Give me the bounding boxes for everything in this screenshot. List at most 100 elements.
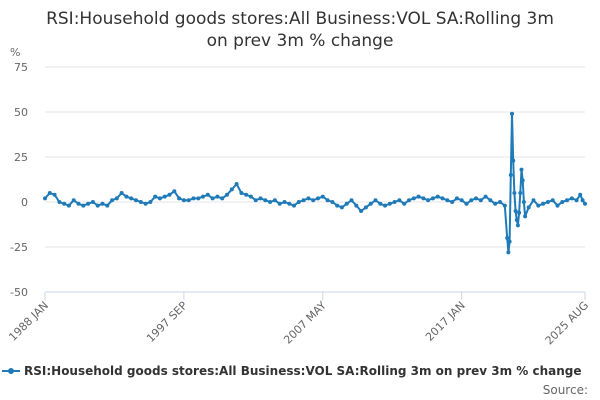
data-point[interactable] <box>167 192 172 197</box>
data-point[interactable] <box>335 203 340 208</box>
data-point[interactable] <box>90 200 95 204</box>
data-point[interactable] <box>387 201 392 206</box>
data-point[interactable] <box>430 196 435 201</box>
data-point[interactable] <box>248 194 253 199</box>
data-point[interactable] <box>536 203 541 208</box>
data-point[interactable] <box>505 236 510 240</box>
data-point[interactable] <box>71 198 76 203</box>
data-point[interactable] <box>277 201 282 206</box>
data-point[interactable] <box>320 194 325 199</box>
data-point[interactable] <box>344 201 349 206</box>
data-point[interactable] <box>86 201 91 206</box>
data-point[interactable] <box>515 223 520 228</box>
data-point[interactable] <box>181 198 186 203</box>
data-point[interactable] <box>205 192 210 197</box>
data-point[interactable] <box>363 205 368 210</box>
data-point[interactable] <box>339 205 344 210</box>
data-point[interactable] <box>296 200 301 204</box>
data-point[interactable] <box>545 200 550 204</box>
data-point[interactable] <box>268 200 273 204</box>
data-point[interactable] <box>220 196 225 201</box>
data-point[interactable] <box>66 203 71 208</box>
data-point[interactable] <box>301 198 306 203</box>
data-point[interactable] <box>445 198 450 203</box>
data-point[interactable] <box>502 203 507 208</box>
data-point[interactable] <box>330 200 335 204</box>
data-point[interactable] <box>272 198 277 203</box>
data-point[interactable] <box>520 178 525 183</box>
data-point[interactable] <box>578 192 583 197</box>
data-point[interactable] <box>287 201 292 206</box>
data-point[interactable] <box>526 205 531 210</box>
data-point[interactable] <box>580 198 585 203</box>
data-point[interactable] <box>95 203 100 208</box>
data-point[interactable] <box>157 196 162 201</box>
data-point[interactable] <box>464 201 469 206</box>
data-point[interactable] <box>517 210 522 215</box>
data-point[interactable] <box>514 218 519 222</box>
data-point[interactable] <box>124 194 129 199</box>
data-point[interactable] <box>583 201 587 206</box>
data-point[interactable] <box>225 192 229 197</box>
data-point[interactable] <box>349 198 354 203</box>
data-point[interactable] <box>81 203 86 208</box>
data-point[interactable] <box>253 198 258 203</box>
data-point[interactable] <box>565 198 569 203</box>
data-point[interactable] <box>316 196 320 201</box>
data-point[interactable] <box>493 201 498 206</box>
data-point[interactable] <box>450 200 455 204</box>
data-point[interactable] <box>560 200 565 204</box>
data-point[interactable] <box>407 198 411 203</box>
data-point[interactable] <box>421 196 426 201</box>
data-point[interactable] <box>129 196 134 201</box>
data-point[interactable] <box>510 111 514 116</box>
data-point[interactable] <box>359 209 364 213</box>
data-point[interactable] <box>100 201 105 206</box>
data-point[interactable] <box>234 182 239 186</box>
data-point[interactable] <box>229 187 234 192</box>
data-point[interactable] <box>263 198 268 203</box>
data-point[interactable] <box>354 203 359 208</box>
data-point[interactable] <box>76 201 81 206</box>
data-point[interactable] <box>411 196 416 201</box>
data-point[interactable] <box>550 198 555 203</box>
data-point[interactable] <box>373 198 378 203</box>
data-point[interactable] <box>506 250 511 255</box>
data-point[interactable] <box>541 201 546 206</box>
data-point[interactable] <box>47 191 52 195</box>
data-point[interactable] <box>282 200 287 204</box>
data-point[interactable] <box>258 196 263 201</box>
data-point[interactable] <box>210 196 215 201</box>
data-point[interactable] <box>57 200 62 204</box>
data-point[interactable] <box>426 198 431 203</box>
data-point[interactable] <box>153 194 158 199</box>
legend-label[interactable]: RSI:Household goods stores:All Business:… <box>24 364 582 378</box>
data-point[interactable] <box>521 200 526 204</box>
data-point[interactable] <box>397 198 402 203</box>
legend[interactable]: RSI:Household goods stores:All Business:… <box>2 364 582 378</box>
data-point[interactable] <box>531 198 536 203</box>
data-point[interactable] <box>478 198 483 203</box>
data-point[interactable] <box>62 201 67 206</box>
data-point[interactable] <box>292 203 296 208</box>
data-point[interactable] <box>513 209 518 213</box>
data-point[interactable] <box>440 196 445 201</box>
data-point[interactable] <box>114 196 119 201</box>
data-point[interactable] <box>148 200 153 204</box>
data-point[interactable] <box>119 191 124 195</box>
data-point[interactable] <box>191 196 196 201</box>
data-point[interactable] <box>383 203 387 208</box>
data-point[interactable] <box>459 198 464 203</box>
data-point[interactable] <box>454 196 459 201</box>
data-point[interactable] <box>368 201 373 206</box>
data-point[interactable] <box>172 189 177 194</box>
data-point[interactable] <box>306 196 311 201</box>
data-point[interactable] <box>402 201 407 206</box>
data-point[interactable] <box>201 194 205 199</box>
data-point[interactable] <box>196 196 201 201</box>
data-point[interactable] <box>134 198 138 203</box>
data-point[interactable] <box>519 167 524 172</box>
data-point[interactable] <box>508 173 513 177</box>
data-point[interactable] <box>52 192 57 197</box>
data-point[interactable] <box>392 200 397 204</box>
